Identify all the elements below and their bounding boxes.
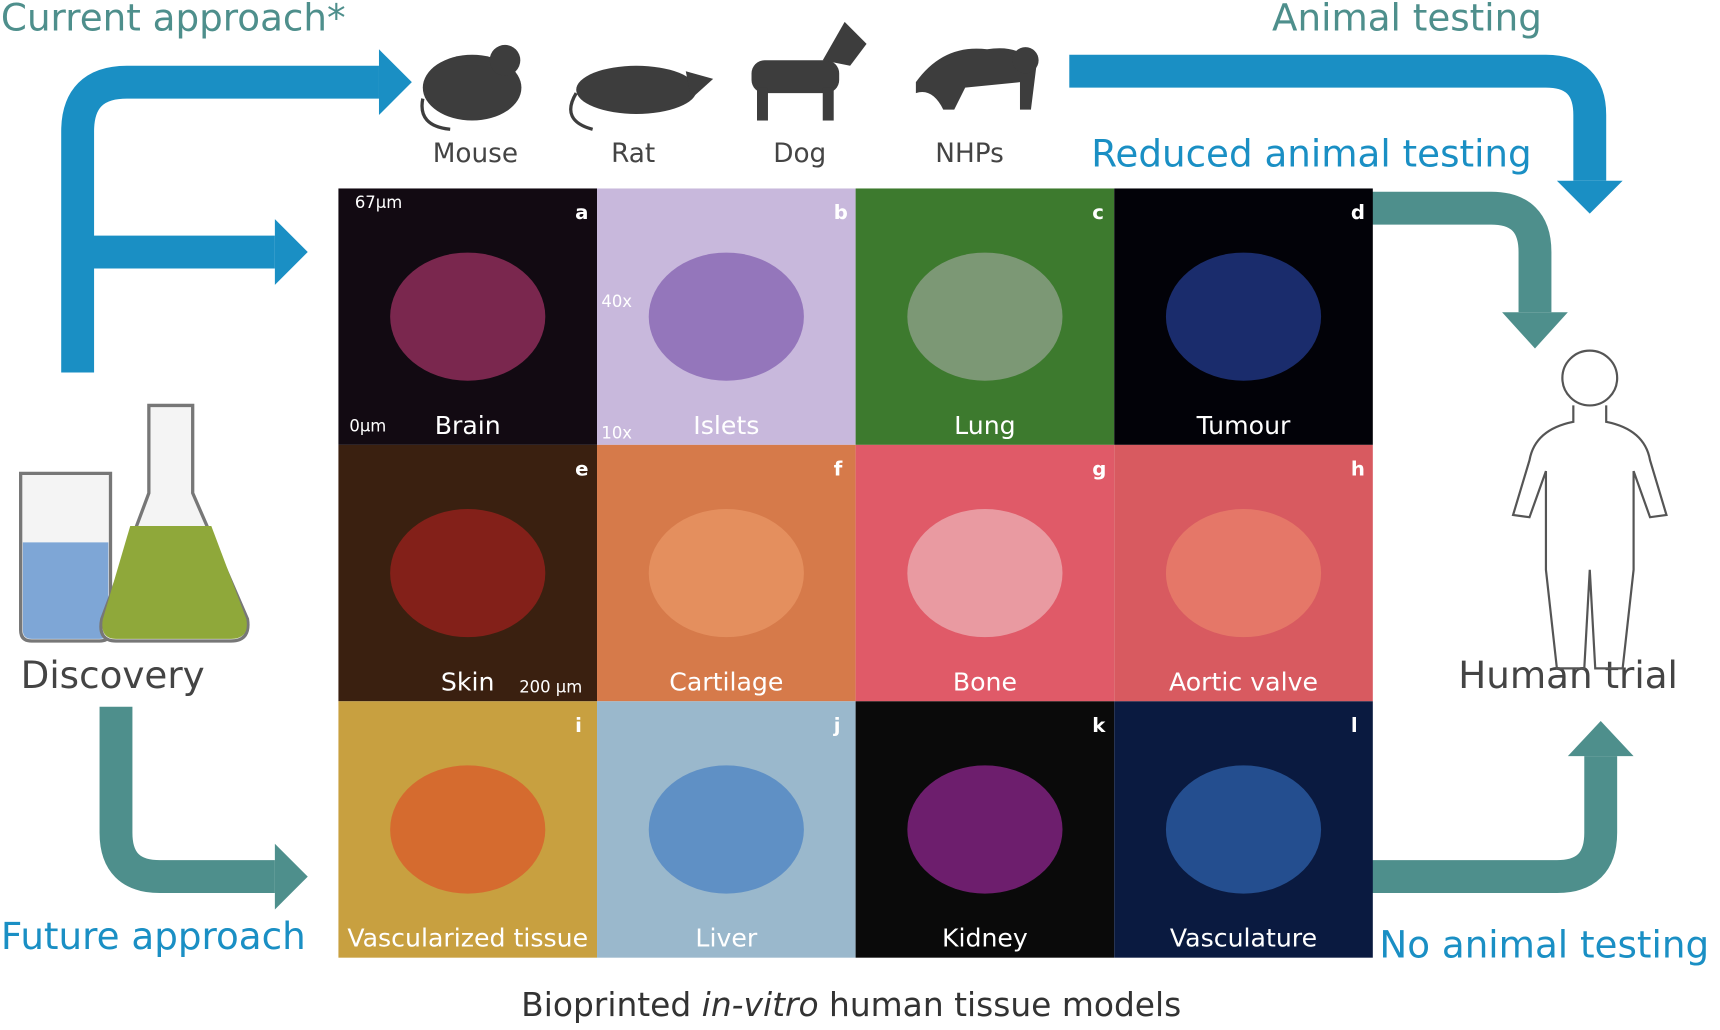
tile-letter: k <box>1092 714 1106 737</box>
label: Animal testing <box>1272 0 1542 40</box>
tile-label: Vasculature <box>1170 924 1317 953</box>
tile-feature <box>648 252 804 381</box>
annotation: 10x <box>601 423 632 442</box>
caption-part: human tissue models <box>819 985 1182 1024</box>
tile-grid: a Brain b Islets c Lung d Tumour e Skin f Cartilage… <box>338 188 1373 958</box>
tile-feature <box>390 508 546 638</box>
tile-feature <box>648 765 804 894</box>
caption-part: Bioprinted <box>521 985 702 1024</box>
tile-label: Lung <box>954 411 1016 440</box>
label: Future approach <box>1 914 306 958</box>
human-outline <box>1511 349 1668 670</box>
label: No animal testing <box>1379 923 1709 967</box>
tile-label: Kidney <box>942 924 1028 953</box>
label: Reduced animal testing <box>1091 132 1532 176</box>
caption: Bioprinted in-vitro human tissue models <box>521 985 1181 1024</box>
tile-feature <box>907 508 1063 638</box>
tile-feature <box>907 765 1063 894</box>
tile-letter: f <box>834 458 843 481</box>
caption-part: in-vitro <box>702 985 819 1024</box>
label: Human trial <box>1458 653 1678 697</box>
tile-letter: h <box>1351 458 1365 481</box>
tile-label: Liver <box>695 924 757 953</box>
tile-letter: j <box>833 714 841 737</box>
annotation: 0μm <box>349 417 386 436</box>
tile-label: Bone <box>953 667 1017 696</box>
tile-feature <box>390 765 546 894</box>
tile-letter: l <box>1351 714 1358 737</box>
annotation: 67μm <box>355 193 402 212</box>
label: Current approach* <box>1 0 346 40</box>
tile-feature <box>1165 508 1322 638</box>
tile-feature <box>648 508 804 638</box>
tile-feature <box>1165 252 1322 381</box>
tile-label: Skin <box>441 667 495 696</box>
animal-silhouettes <box>420 21 1039 131</box>
tile-letter: a <box>575 201 588 224</box>
tile-label: Aortic valve <box>1169 667 1318 696</box>
tile-letter: i <box>575 714 582 737</box>
animal-label: Rat <box>611 139 655 169</box>
tile-label: Vascularized tissue <box>347 924 588 953</box>
animal-label: Dog <box>773 139 826 169</box>
tile-letter: g <box>1092 458 1106 481</box>
tile-label: Islets <box>693 411 759 440</box>
tile-label: Tumour <box>1196 411 1291 440</box>
tile-feature <box>1165 765 1322 894</box>
animal-label: Mouse <box>433 139 518 169</box>
tile-label: Cartilage <box>669 667 783 696</box>
tile-feature <box>907 252 1063 381</box>
lab-glassware <box>19 403 250 643</box>
tile-label: Brain <box>435 411 501 440</box>
annotation: 200 μm <box>519 678 582 697</box>
annotation: 40x <box>601 292 632 311</box>
tile-letter: d <box>1351 201 1365 224</box>
tile-letter: e <box>575 458 588 481</box>
tile-letter: b <box>834 201 848 224</box>
animal-label: NHPs <box>935 139 1004 169</box>
tile-feature <box>390 252 546 381</box>
label: Discovery <box>21 653 205 697</box>
arrows <box>61 49 1634 910</box>
tile-letter: c <box>1092 201 1104 224</box>
